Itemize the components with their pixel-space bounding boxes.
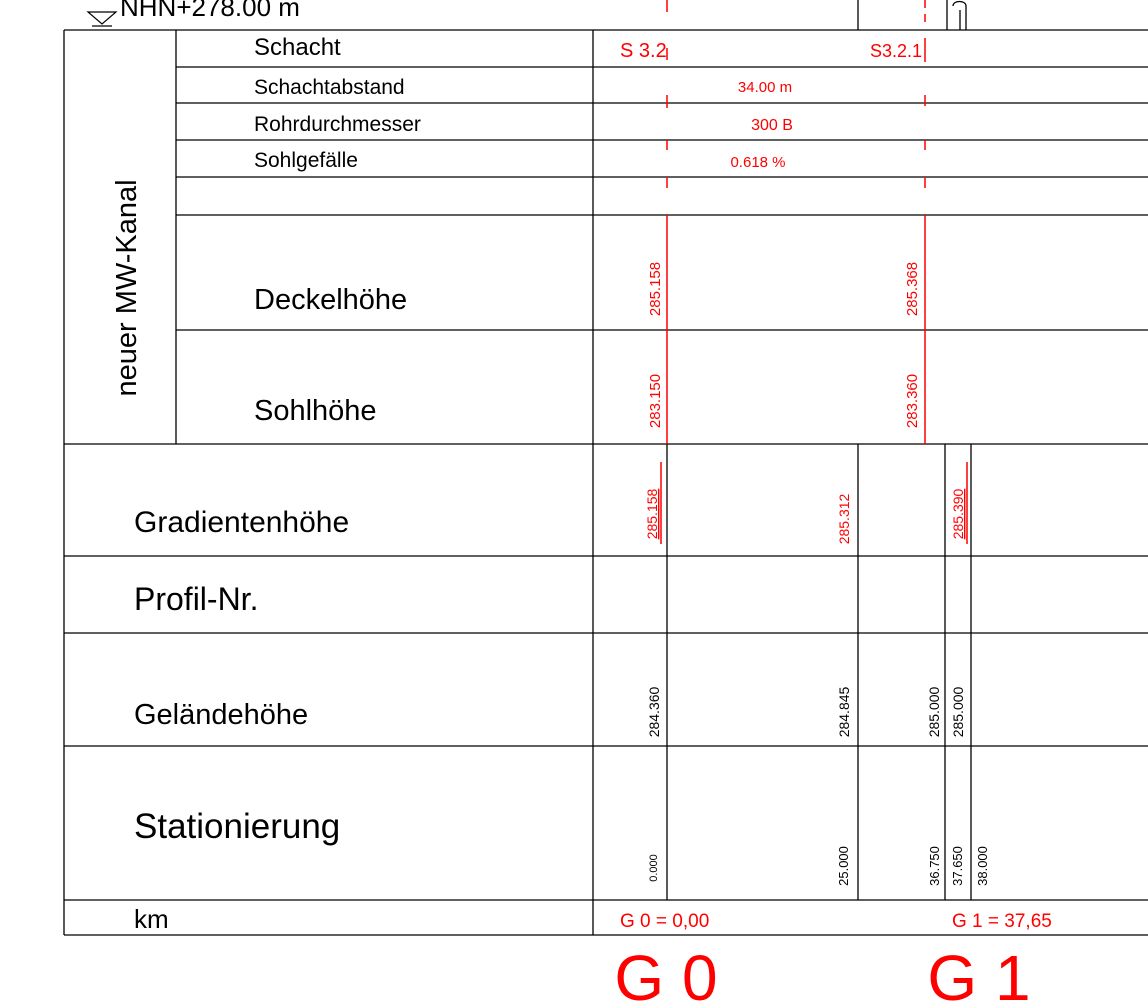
terrain-values: 284.360 284.845 285.000 285.000 [646,686,966,737]
manhole-id: S3.2.1 [870,41,922,61]
row-label-stationierung: Stationierung [134,807,340,846]
station-label-g0: G 0 [614,942,717,1007]
gelaendehoehe-value: 285.000 [926,686,942,737]
row-label-schachtabstand: Schachtabstand [254,76,405,99]
deckelhoehe-value: 285.368 [904,262,921,316]
big-station-labels: G 0 G 1 [614,942,1030,1007]
datum-triangle-icon [86,11,118,27]
datum-marker: NHN+278.00 m [86,0,300,27]
km-mark: G 1 = 37,65 [952,911,1052,932]
sohlhoehe-value: 283.150 [647,374,664,428]
gradientenhoehe-value: 285.158 [644,488,660,539]
stationierung-value: 0.000 [648,854,660,882]
stationierung-value: 37.650 [950,846,965,886]
row-label-gelaendehoehe: Geländehöhe [134,699,308,731]
row-label-km: km [134,904,169,934]
gelaendehoehe-value: 285.000 [950,686,966,737]
km-marks: G 0 = 0,00 G 1 = 37,65 [620,911,1052,932]
station-values: 0.000 25.000 36.750 37.650 38.000 [648,846,990,886]
deckelhoehe-value: 285.158 [647,262,664,316]
datum-label: NHN+278.00 m [120,0,300,22]
row-label-rohrdurchmesser: Rohrdurchmesser [254,113,421,136]
gradientenhoehe-value: 285.390 [950,488,966,539]
row-label-gradientenhoehe: Gradientenhöhe [134,506,349,539]
gradientenhoehe-value: 285.312 [836,493,852,544]
gelaendehoehe-value: 284.360 [646,686,662,737]
row-labels: neuer MW-Kanal Schacht Schachtabstand Ro… [111,34,421,934]
table-grid [63,0,1148,936]
stationierung-value: 36.750 [927,846,942,886]
row-label-profil-nr: Profil-Nr. [134,581,258,617]
segment-sohlgefaelle: 0.618 % [730,154,785,171]
segment-rohrdurchmesser: 300 B [751,117,793,134]
sohlhoehe-value: 283.360 [904,374,921,428]
row-label-sohlgefaelle: Sohlgefälle [254,149,358,172]
manhole-values: S 3.2 S3.2.1 34.00 m 300 B 0.618 % 285.1… [620,40,922,428]
station-label-g1: G 1 [927,942,1030,1007]
segment-schachtabstand: 34.00 m [738,79,792,96]
gradient-values: 285.158 285.312 285.390 [644,488,966,544]
row-label-schacht: Schacht [254,34,341,61]
row-label-deckelhoehe: Deckelhöhe [254,284,407,316]
group-label: neuer MW-Kanal [111,179,143,396]
km-mark: G 0 = 0,00 [620,911,709,932]
stationierung-value: 38.000 [975,846,990,886]
row-label-sohlhoehe: Sohlhöhe [254,395,377,427]
stationierung-value: 25.000 [836,846,851,886]
gelaendehoehe-value: 284.845 [836,686,852,737]
manhole-id: S 3.2 [620,40,667,62]
shaft-axes [660,0,968,544]
